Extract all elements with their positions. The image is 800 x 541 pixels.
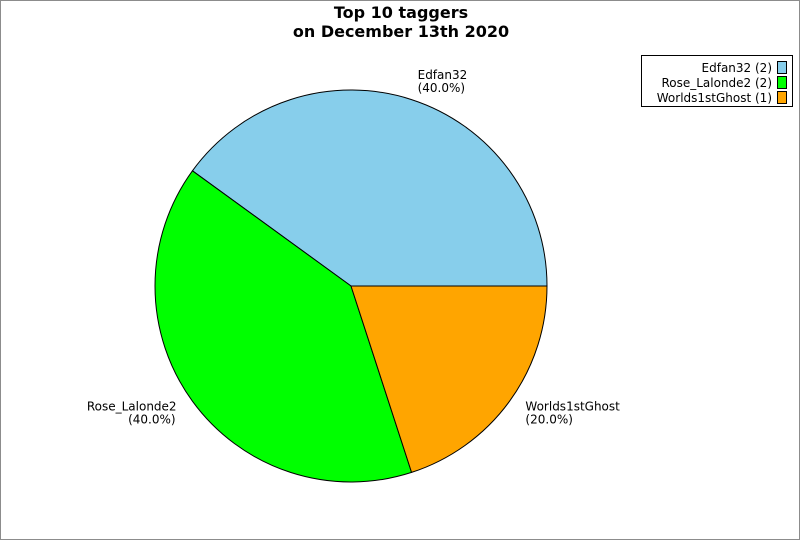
legend-swatch [777,76,787,89]
legend-entry-label: Worlds1stGhost (1) [656,90,772,105]
legend-entry: Rose_Lalonde2 (2) [661,75,787,90]
slice-percent-label: (40.0%) [128,413,175,427]
chart-title-line-1: Top 10 taggers [333,3,469,22]
pie-slice-rose-lalonde2 [154,170,413,483]
legend-swatch [777,91,787,104]
legend-entry-label: Rose_Lalonde2 (2) [661,75,772,90]
slice-label-group: Rose_Lalonde2(40.0%) [87,400,177,427]
chart-legend: Edfan32 (2) Rose_Lalonde2 (2) Worlds1stGho… [641,55,793,107]
slice-label-group: Edfan32(40.0%) [418,68,468,95]
slice-percent-label: (40.0%) [418,81,465,95]
chart-title-line-2: on December 13th 2020 [292,22,510,41]
legend-entry: Worlds1stGhost (1) [657,90,787,105]
legend-entry-label: Edfan32 (2) [701,60,772,75]
chart-title: Top 10 taggers on December 13th 2020 [1,3,800,41]
legend-entry: Edfan32 (2) [702,60,787,75]
legend-swatch [777,61,787,74]
pie-slice-edfan32 [191,89,548,287]
pie-slice-worlds1stghost [350,285,548,473]
slice-percent-label: (20.0%) [525,413,572,427]
slice-label-group: Worlds1stGhost(20.0%) [525,400,620,427]
slice-name-label: Rose_Lalonde2 [87,400,177,414]
slice-name-label: Worlds1stGhost [525,400,620,414]
slice-name-label: Edfan32 [418,68,468,82]
